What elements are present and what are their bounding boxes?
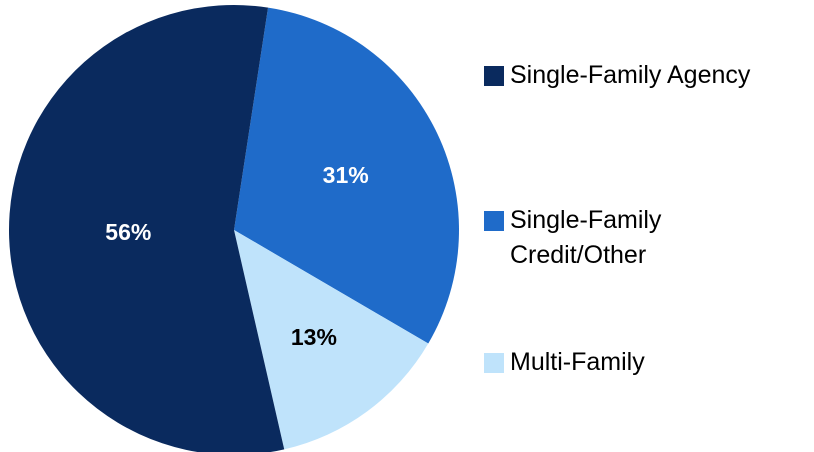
pie: 31% 13% 56%	[9, 5, 459, 452]
pie-slice	[234, 230, 429, 450]
data-label: 13%	[291, 324, 337, 350]
legend-label: Single-Family Agency	[510, 61, 751, 89]
legend-item: Single-Family Credit/Other	[484, 203, 814, 273]
pie-slice	[234, 7, 459, 344]
legend-item: Single-Family Agency	[484, 58, 814, 93]
legend-swatch	[484, 211, 504, 231]
legend-swatch	[484, 353, 504, 373]
legend-label: Single-Family Credit/Other	[510, 206, 662, 269]
legend-label: Multi-Family	[510, 348, 645, 376]
legend-item: Multi-Family	[484, 345, 814, 380]
data-label: 31%	[323, 162, 369, 188]
legend-swatch	[484, 66, 504, 86]
data-label: 56%	[105, 219, 151, 245]
pie-slice	[9, 5, 285, 452]
